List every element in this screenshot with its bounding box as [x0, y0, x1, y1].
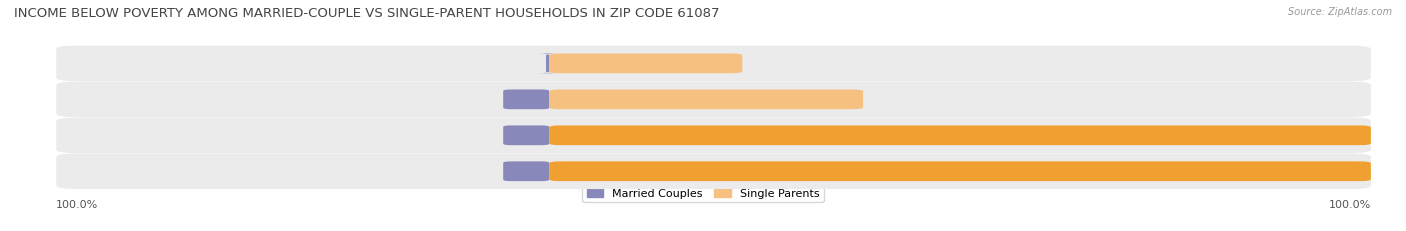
Text: 3 or 4 Children: 3 or 4 Children: [508, 131, 591, 141]
Legend: Married Couples, Single Parents: Married Couples, Single Parents: [582, 183, 824, 202]
Text: 38.2%: 38.2%: [872, 95, 907, 105]
Text: 0.0%: 0.0%: [464, 131, 492, 141]
Text: 23.5%: 23.5%: [751, 59, 786, 69]
Text: 100.0%: 100.0%: [56, 199, 98, 209]
Text: 0.0%: 0.0%: [464, 167, 492, 176]
Text: 0.0%: 0.0%: [464, 95, 492, 105]
Text: 100.0%: 100.0%: [1329, 199, 1371, 209]
Text: No Children: No Children: [516, 59, 582, 69]
Text: 5 or more Children: 5 or more Children: [498, 167, 602, 176]
Text: 100.0%: 100.0%: [1317, 131, 1364, 141]
Text: INCOME BELOW POVERTY AMONG MARRIED-COUPLE VS SINGLE-PARENT HOUSEHOLDS IN ZIP COD: INCOME BELOW POVERTY AMONG MARRIED-COUPL…: [14, 7, 720, 20]
Text: 0.65%: 0.65%: [457, 59, 492, 69]
Text: 100.0%: 100.0%: [1317, 167, 1364, 176]
Text: Source: ZipAtlas.com: Source: ZipAtlas.com: [1288, 7, 1392, 17]
Text: 1 or 2 Children: 1 or 2 Children: [508, 95, 591, 105]
